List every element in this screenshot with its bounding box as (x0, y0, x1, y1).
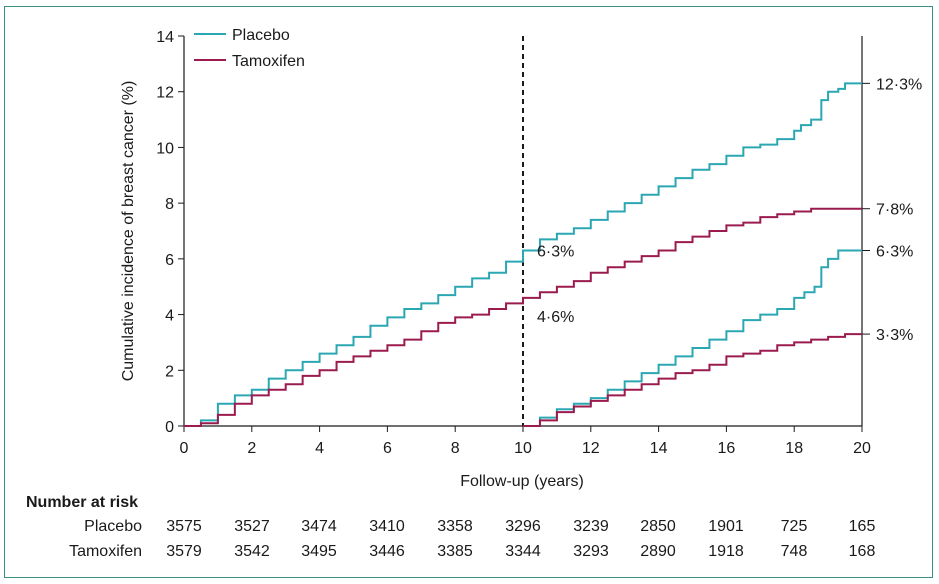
risk-cell: 3344 (505, 543, 541, 560)
y-tick-label: 8 (165, 196, 174, 213)
annotations: 6·3% 4·6% 12·3% 7·8% 6·3% 3·3% (537, 76, 922, 344)
x-tick-label: 4 (315, 440, 324, 457)
series-line-placebo-full (184, 82, 862, 427)
risk-cell: 3293 (573, 543, 609, 560)
risk-cell: 3446 (369, 543, 405, 560)
risk-cell: 3542 (234, 543, 270, 560)
x-axis-label: Follow-up (years) (460, 473, 584, 490)
y-tick-label: 0 (165, 419, 174, 436)
risk-table-title: Number at risk (26, 494, 139, 511)
series-line-tamoxifen-full (184, 207, 862, 427)
risk-cell: 165 (848, 518, 876, 535)
x-tick-label: 16 (718, 440, 736, 457)
risk-cell: 3410 (369, 518, 405, 535)
year-10-value-label: 6·3% (537, 244, 574, 261)
x-tick-label: 10 (514, 440, 532, 457)
risk-cell: 3527 (234, 518, 270, 535)
end-value-label: 6·3% (876, 244, 913, 261)
y-tick-label: 6 (165, 252, 174, 269)
y-tick-label: 10 (156, 140, 174, 157)
legend-label-tamoxifen: Tamoxifen (232, 53, 305, 70)
end-value-label: 12·3% (876, 76, 922, 93)
risk-cell: 3296 (505, 518, 541, 535)
risk-cell: 168 (848, 543, 876, 560)
y-tick-label: 2 (165, 363, 174, 380)
risk-row-label: Tamoxifen (69, 543, 142, 560)
x-tick-label: 20 (853, 440, 871, 457)
y-axis-label: Cumulative incidence of breast cancer (%… (120, 81, 137, 382)
y-tick-label: 14 (156, 29, 174, 46)
risk-cell: 1918 (708, 543, 744, 560)
risk-cell: 3239 (573, 518, 609, 535)
x-tick-label: 18 (785, 440, 803, 457)
risk-cell: 3358 (437, 518, 473, 535)
risk-cell: 2850 (640, 518, 676, 535)
risk-cell: 1901 (708, 518, 744, 535)
series-line-tamoxifen-after-10 (523, 333, 862, 427)
series-line-placebo-after-10 (523, 249, 862, 427)
x-tick-label: 14 (650, 440, 668, 457)
y-tick-label: 4 (165, 308, 174, 325)
risk-cell: 3495 (301, 543, 337, 560)
legend-label-placebo: Placebo (232, 27, 290, 44)
series-lines (184, 82, 862, 427)
risk-cell: 3385 (437, 543, 473, 560)
y-tick-label: 12 (156, 85, 174, 102)
risk-cell: 748 (780, 543, 808, 560)
risk-cell: 3575 (166, 518, 202, 535)
year-10-value-label: 4·6% (537, 309, 574, 326)
x-tick-label: 0 (180, 440, 189, 457)
x-tick-label: 12 (582, 440, 600, 457)
figure-frame (4, 6, 933, 578)
legend: Placebo Tamoxifen (194, 27, 305, 70)
risk-cell: 3579 (166, 543, 202, 560)
x-tick-label: 6 (383, 440, 392, 457)
axes: 0 2 4 6 8 10 12 14 0 2 4 6 8 10 12 14 16 18 20 (156, 29, 871, 457)
risk-cell: 2890 (640, 543, 676, 560)
x-tick-label: 8 (451, 440, 460, 457)
end-value-label: 3·3% (876, 327, 913, 344)
risk-cell: 725 (780, 518, 808, 535)
risk-row-label: Placebo (84, 518, 142, 535)
x-tick-label: 2 (247, 440, 256, 457)
risk-cell: 3474 (301, 518, 337, 535)
end-value-label: 7·8% (876, 202, 913, 219)
